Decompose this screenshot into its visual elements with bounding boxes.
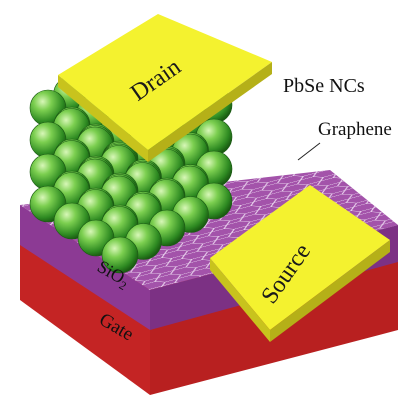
nanocrystal-sphere [101,236,139,274]
gate-front-face [20,230,150,395]
graphene-pointer-line [297,142,321,161]
drain-front-face [58,75,148,162]
oxide-front-face [20,205,150,330]
source-electrode: Source [210,185,390,342]
graphene-label: Graphene [318,119,392,140]
drain-electrode: Drain [58,14,272,162]
drain-right-face [148,62,272,162]
drain-top-face [58,14,272,150]
source-right-face [270,240,390,342]
source-top-face [210,185,390,330]
pbse-nc-label: PbSe NCs [283,75,365,97]
source-front-face [210,258,270,342]
